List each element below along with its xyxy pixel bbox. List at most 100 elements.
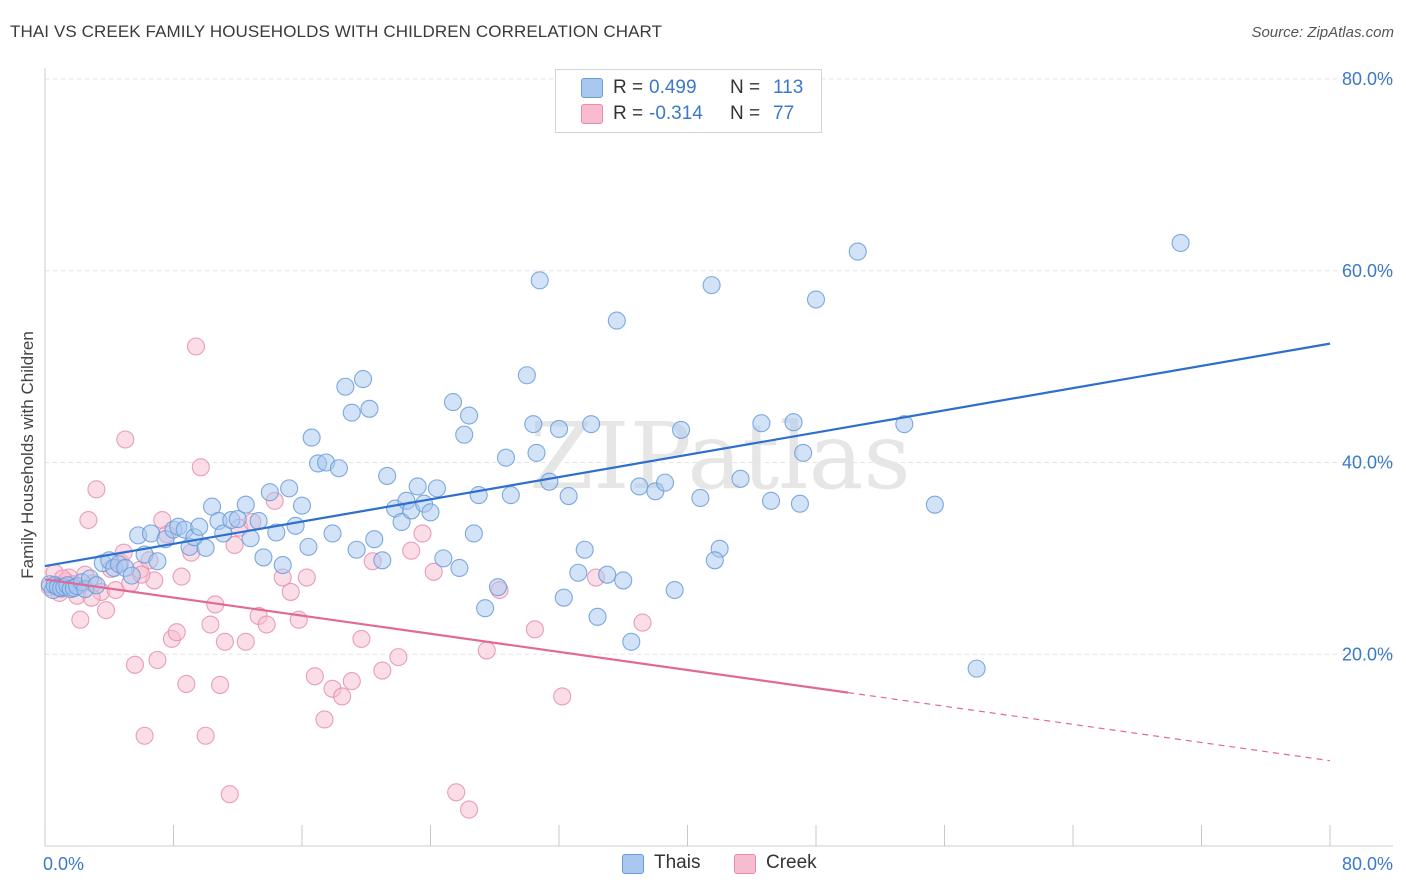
thai-point	[752, 414, 771, 433]
legend-n-value: 77	[773, 103, 795, 124]
thai-point	[476, 599, 495, 618]
creek-point	[389, 648, 408, 667]
creek-point	[477, 641, 496, 660]
thai-point	[434, 549, 453, 568]
legend-r-label: R =	[613, 103, 644, 124]
creek-point	[172, 567, 191, 586]
thai-point	[582, 415, 601, 434]
thai-point	[347, 540, 366, 559]
thai-point	[286, 516, 305, 535]
creek-point	[342, 672, 361, 691]
thai-point	[530, 271, 549, 290]
thai-point	[614, 571, 633, 590]
thai-point	[236, 495, 255, 514]
legend-n-label: N =	[730, 103, 761, 124]
thai-point	[895, 415, 914, 434]
thai-point	[122, 566, 141, 585]
creek-point	[281, 582, 300, 601]
legend-n-value: 113	[773, 77, 804, 98]
thai-point	[280, 479, 299, 498]
creek-point	[125, 655, 144, 674]
thai-point	[464, 524, 483, 543]
legend-n-label: N =	[730, 77, 761, 98]
thai-point	[665, 580, 684, 600]
thai-point	[360, 399, 379, 418]
creek-point	[305, 667, 324, 686]
thai-point	[554, 588, 573, 607]
bottom-legend-label-thais: Thais	[654, 852, 701, 873]
creek-point	[413, 524, 432, 543]
thai-point	[273, 556, 292, 575]
creek-point	[424, 562, 443, 581]
thai-point	[848, 242, 867, 261]
creek-point	[257, 615, 276, 634]
chart-source: Source: ZipAtlas.com	[1251, 24, 1394, 41]
thai-point	[373, 551, 392, 570]
creek-point	[315, 710, 334, 729]
y-tick-label: 40.0%	[1342, 453, 1393, 473]
creek-point	[191, 458, 210, 477]
creek-point	[225, 535, 244, 555]
thai-point	[196, 538, 215, 557]
axes	[44, 68, 1393, 847]
creek-trend-line	[44, 578, 849, 694]
creek-point	[525, 620, 544, 639]
thai-point	[575, 540, 594, 559]
thai-point	[1171, 233, 1190, 252]
thai-point	[408, 477, 427, 496]
bottom-legend-label-creek: Creek	[766, 852, 817, 873]
thai-point	[336, 377, 355, 396]
thai-point	[524, 415, 543, 434]
thai-point	[622, 632, 641, 651]
creek-point	[215, 632, 234, 651]
thai-point	[630, 477, 649, 496]
gridlines	[45, 78, 1393, 655]
thai-point	[148, 552, 167, 571]
creek-point	[135, 726, 154, 745]
thai-point	[588, 607, 607, 626]
x-tick-label: 0.0%	[43, 854, 84, 874]
creek-point	[402, 541, 421, 560]
thai-point	[598, 565, 617, 584]
thai-point	[731, 469, 750, 488]
creek-point	[633, 613, 652, 632]
y-tick-label: 20.0%	[1342, 644, 1393, 664]
thai-point	[806, 290, 826, 309]
creek-point	[236, 632, 255, 651]
creek-point	[553, 687, 572, 706]
thai-point	[260, 483, 279, 502]
y-tick-label: 80.0%	[1342, 69, 1393, 89]
thai-point	[691, 488, 710, 508]
thai-point	[761, 491, 781, 510]
chart-title: THAI VS CREEK FAMILY HOUSEHOLDS WITH CHI…	[10, 22, 663, 41]
thai-point	[427, 479, 446, 498]
correlation-legend: R = 0.499 N = 113 R = -0.314 N = 77	[555, 69, 822, 133]
thai-point	[342, 403, 361, 422]
thai-point	[299, 537, 318, 556]
legend-r-value: -0.314	[649, 103, 703, 124]
thai-point	[190, 517, 209, 536]
thai-point	[672, 420, 691, 439]
creek-point	[459, 800, 479, 819]
thai-point	[302, 428, 321, 447]
thai-point	[353, 370, 373, 389]
thai-point	[794, 443, 813, 462]
creek-point	[116, 430, 135, 449]
creek-point	[297, 568, 316, 587]
thai-point	[705, 551, 724, 570]
thai-point	[228, 510, 247, 529]
thai-point	[517, 366, 536, 385]
creek-point	[220, 785, 239, 804]
legend-swatch-thais	[581, 78, 603, 98]
thai-point	[378, 466, 397, 485]
creek-point	[79, 510, 98, 530]
thai-point	[488, 578, 508, 597]
thai-point	[790, 494, 809, 513]
thai-point	[421, 503, 440, 522]
legend-r-label: R =	[613, 77, 644, 98]
thai-point	[925, 495, 944, 514]
creek-point	[447, 783, 466, 802]
thai-point	[702, 276, 721, 295]
creek-point	[71, 610, 90, 629]
creek-point	[96, 601, 116, 620]
